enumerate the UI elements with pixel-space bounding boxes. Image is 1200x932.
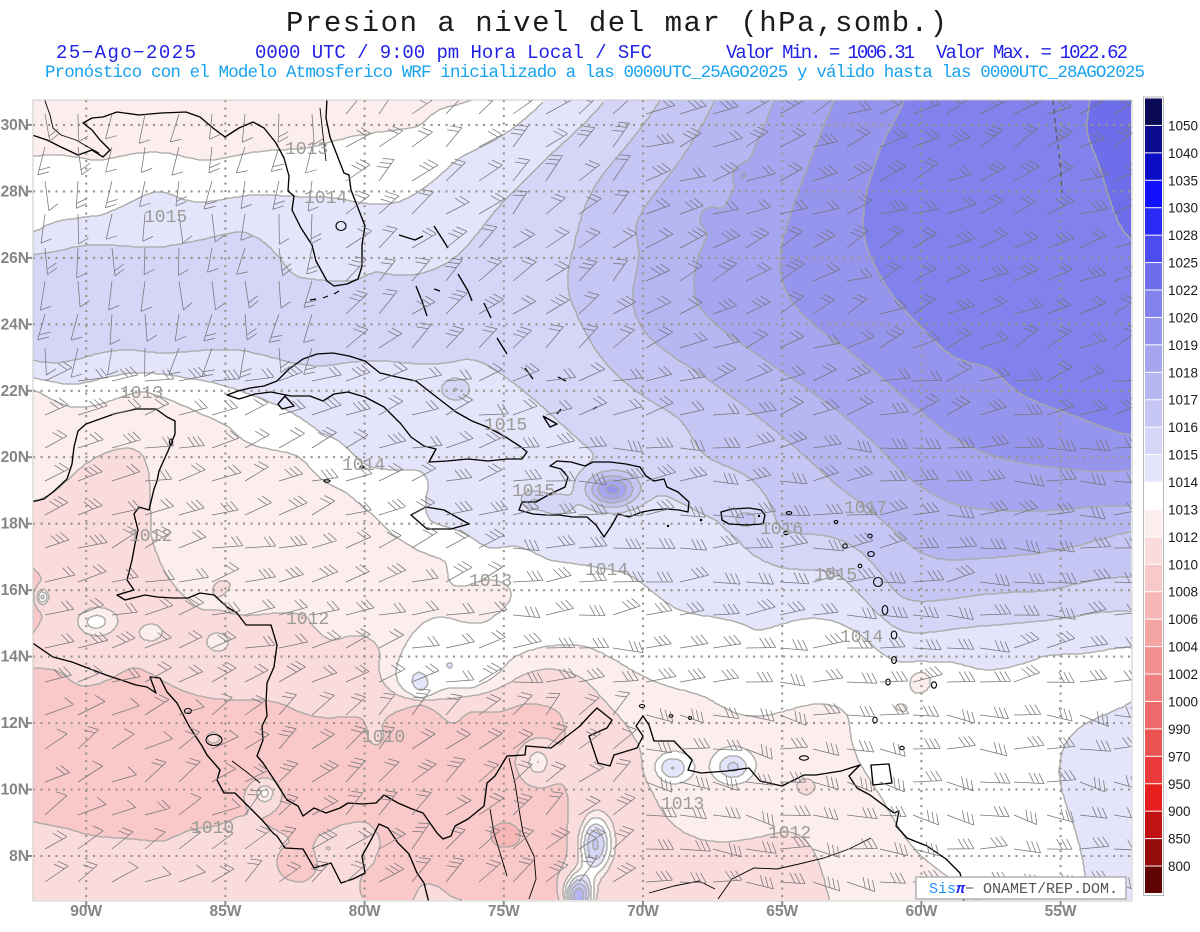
svg-text:26N: 26N bbox=[1, 250, 29, 267]
svg-text:0000 UTC / 9:00 pm Hora Local: 0000 UTC / 9:00 pm Hora Local / SFC bbox=[255, 42, 652, 64]
svg-text:8N: 8N bbox=[9, 848, 29, 865]
svg-text:14N: 14N bbox=[1, 649, 29, 666]
svg-text:12N: 12N bbox=[1, 715, 29, 732]
svg-text:1014: 1014 bbox=[342, 456, 385, 476]
svg-text:1014: 1014 bbox=[585, 561, 628, 581]
svg-text:16N: 16N bbox=[1, 582, 29, 599]
svg-text:1030: 1030 bbox=[1168, 201, 1198, 216]
svg-text:900: 900 bbox=[1168, 804, 1191, 819]
svg-text:1014: 1014 bbox=[1168, 475, 1199, 490]
svg-text:1013: 1013 bbox=[661, 795, 704, 815]
svg-text:990: 990 bbox=[1168, 722, 1191, 737]
svg-text:1018: 1018 bbox=[1168, 365, 1198, 380]
svg-text:85W: 85W bbox=[209, 903, 241, 920]
svg-text:1013: 1013 bbox=[285, 140, 328, 160]
svg-text:1000: 1000 bbox=[1168, 695, 1198, 710]
svg-text:1040: 1040 bbox=[1168, 146, 1198, 161]
svg-text:80W: 80W bbox=[349, 903, 381, 920]
svg-text:Presion a nivel del mar (hPa,s: Presion a nivel del mar (hPa,somb.) bbox=[286, 7, 947, 40]
svg-text:28N: 28N bbox=[1, 183, 29, 200]
svg-text:1016: 1016 bbox=[1168, 420, 1198, 435]
svg-text:55W: 55W bbox=[1045, 903, 1077, 920]
svg-text:10N: 10N bbox=[1, 782, 29, 799]
svg-text:1050: 1050 bbox=[1168, 118, 1198, 133]
svg-text:20N: 20N bbox=[1, 449, 29, 466]
svg-text:1015: 1015 bbox=[814, 566, 857, 586]
svg-text:1008: 1008 bbox=[1168, 585, 1198, 600]
svg-text:1025: 1025 bbox=[1168, 256, 1198, 271]
svg-text:1012: 1012 bbox=[768, 824, 811, 844]
svg-text:950: 950 bbox=[1168, 777, 1191, 792]
svg-text:800: 800 bbox=[1168, 859, 1191, 874]
svg-text:75W: 75W bbox=[488, 903, 520, 920]
svg-text:25−Ago−2025: 25−Ago−2025 bbox=[56, 42, 196, 64]
svg-text:Valor Max. = 1022.62: Valor Max. = 1022.62 bbox=[936, 42, 1128, 64]
svg-text:22N: 22N bbox=[1, 383, 29, 400]
svg-text:70W: 70W bbox=[627, 903, 659, 920]
svg-text:1013: 1013 bbox=[1168, 503, 1198, 518]
svg-text:Sisπ− ONAMET/REP.DOM.: Sisπ− ONAMET/REP.DOM. bbox=[929, 881, 1118, 898]
svg-text:65W: 65W bbox=[766, 903, 798, 920]
svg-text:1022: 1022 bbox=[1168, 283, 1198, 298]
svg-text:1002: 1002 bbox=[1168, 667, 1198, 682]
svg-text:1016: 1016 bbox=[760, 520, 803, 540]
svg-text:1015: 1015 bbox=[144, 208, 187, 228]
svg-text:1035: 1035 bbox=[1168, 173, 1198, 188]
svg-text:18N: 18N bbox=[1, 516, 29, 533]
svg-text:1020: 1020 bbox=[1168, 310, 1198, 325]
svg-text:850: 850 bbox=[1168, 832, 1191, 847]
svg-text:Valor Min. = 1006.31: Valor Min. = 1006.31 bbox=[726, 42, 915, 64]
svg-text:1015: 1015 bbox=[1168, 448, 1198, 463]
svg-text:1014: 1014 bbox=[840, 628, 883, 648]
svg-text:1012: 1012 bbox=[286, 610, 329, 630]
svg-text:1015: 1015 bbox=[484, 416, 527, 436]
svg-text:1017: 1017 bbox=[1168, 393, 1198, 408]
svg-text:1013: 1013 bbox=[469, 572, 512, 592]
svg-text:970: 970 bbox=[1168, 749, 1191, 764]
svg-text:1012: 1012 bbox=[129, 527, 172, 547]
svg-text:1010: 1010 bbox=[1168, 557, 1198, 572]
svg-text:1015: 1015 bbox=[512, 482, 555, 502]
svg-text:1010: 1010 bbox=[362, 728, 405, 748]
svg-text:1012: 1012 bbox=[1168, 530, 1198, 545]
svg-text:1028: 1028 bbox=[1168, 228, 1198, 243]
svg-text:1006: 1006 bbox=[1168, 612, 1198, 627]
svg-text:24N: 24N bbox=[1, 316, 29, 333]
svg-text:1014: 1014 bbox=[304, 189, 347, 209]
svg-text:90W: 90W bbox=[70, 903, 102, 920]
svg-text:60W: 60W bbox=[905, 903, 937, 920]
svg-text:1017: 1017 bbox=[844, 499, 887, 519]
svg-text:30N: 30N bbox=[1, 117, 29, 134]
svg-text:1019: 1019 bbox=[1168, 338, 1198, 353]
svg-text:1010: 1010 bbox=[191, 819, 234, 839]
svg-text:1004: 1004 bbox=[1168, 640, 1199, 655]
svg-text:1013: 1013 bbox=[120, 384, 163, 404]
svg-text:Pronóstico con el Modelo Atmos: Pronóstico con el Modelo Atmosferico WRF… bbox=[45, 63, 1145, 83]
